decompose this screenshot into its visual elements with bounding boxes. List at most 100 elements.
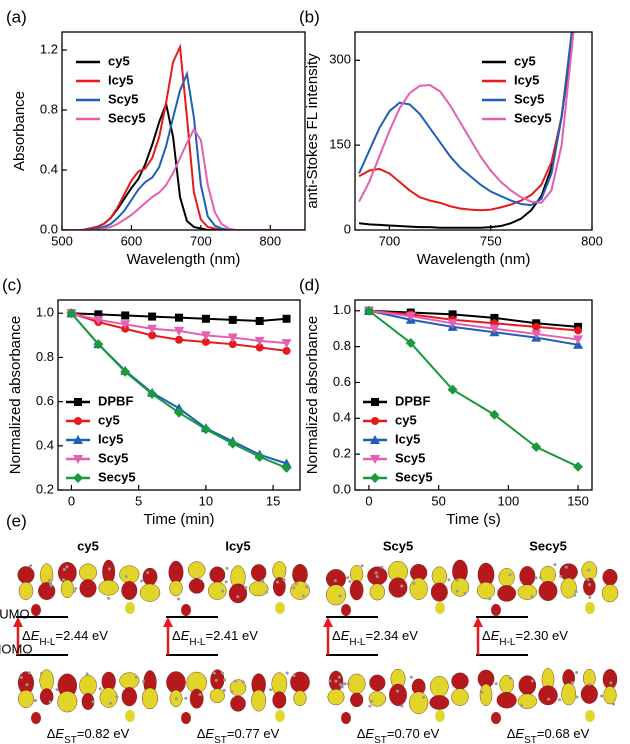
atom <box>328 679 331 682</box>
atom <box>571 681 574 684</box>
y-axis-label: Absorbance <box>11 91 28 171</box>
atom <box>553 563 556 566</box>
x-tick-label: 100 <box>498 493 520 508</box>
y-tick-label: 1.2 <box>40 41 58 56</box>
atom <box>86 672 89 675</box>
panel-label: (b) <box>299 7 320 26</box>
atom <box>62 578 65 581</box>
y-tick-label: 0.6 <box>36 393 54 408</box>
gap-arrowhead <box>163 617 173 627</box>
orbital-lobe <box>480 684 492 706</box>
legend-label: cy5 <box>98 412 120 427</box>
gap-hl-part: Δ <box>172 628 181 643</box>
orbital-lobe <box>410 578 428 600</box>
gap-hl-part: H-L <box>349 637 366 648</box>
orbital-lobe <box>169 561 183 583</box>
legend-label: Secy5 <box>108 110 146 125</box>
atom <box>48 579 51 582</box>
orbital-lobe <box>500 675 514 693</box>
atom <box>50 584 53 587</box>
atom <box>107 597 110 600</box>
gap-hl-part: =2.41 eV <box>205 628 258 643</box>
orbital-lobe <box>190 689 203 708</box>
atom <box>612 703 615 706</box>
gap-st-part: Δ <box>47 726 56 741</box>
orbital-lobe <box>350 693 363 707</box>
atom <box>587 569 590 572</box>
marker <box>574 326 582 334</box>
gap-st: ΔEST=0.68 eV <box>507 726 590 744</box>
atom <box>400 584 403 587</box>
atom <box>587 578 590 581</box>
orbital-lobe <box>602 584 618 602</box>
orbital-lobe <box>251 690 265 711</box>
atom <box>28 671 31 674</box>
atom <box>29 564 32 567</box>
atom <box>242 681 245 684</box>
marker <box>573 462 583 472</box>
y-tick-label: 150 <box>329 137 351 152</box>
y-tick-label: 1.0 <box>333 302 351 317</box>
atom <box>361 564 364 567</box>
orbital-lobe <box>328 689 345 705</box>
atom <box>396 690 399 693</box>
legend-label: Icy5 <box>395 431 420 446</box>
orbital-lobe <box>120 566 140 584</box>
orbital-lobe <box>100 688 117 708</box>
atom <box>213 671 216 674</box>
gap-hl: ΔEH-L=2.44 eV <box>22 628 108 648</box>
gap-st-part: Δ <box>357 726 366 741</box>
atom <box>588 683 591 686</box>
orbital-lobe <box>369 675 385 691</box>
atom <box>49 700 52 703</box>
legend-label: Secy5 <box>98 469 136 484</box>
x-tick-label: 150 <box>567 493 589 508</box>
orbital-lobe <box>18 690 34 708</box>
orbital-lobe <box>102 560 114 584</box>
y-tick-label: 1.0 <box>36 305 54 320</box>
atom <box>146 571 149 574</box>
orbital-lobe <box>539 581 557 601</box>
atom <box>609 681 612 684</box>
atom <box>347 682 350 685</box>
x-tick-label: 600 <box>121 233 143 248</box>
atom <box>531 595 534 598</box>
atom <box>346 576 349 579</box>
atom <box>234 680 237 683</box>
gap-arrowhead <box>473 617 483 627</box>
atom <box>341 685 344 688</box>
y-tick-label: 0.8 <box>40 101 58 116</box>
orbital-lobe <box>275 602 285 614</box>
gap-st-part: Δ <box>197 726 206 741</box>
legend-label: Secy5 <box>514 110 552 125</box>
series-line <box>62 104 305 230</box>
orbital-lobe <box>341 604 351 616</box>
orbital-lobe <box>18 566 34 583</box>
molecule-name: cy5 <box>77 538 99 553</box>
marker <box>175 336 183 344</box>
x-axis-label: Wavelength (nm) <box>417 251 531 268</box>
atom <box>547 698 550 701</box>
orbital-lobe <box>275 710 285 722</box>
orbital-lobe <box>80 579 96 597</box>
gap-hl: ΔEH-L=2.34 eV <box>332 628 418 648</box>
gap-hl: ΔEH-L=2.41 eV <box>172 628 258 648</box>
y-tick-label: 0.2 <box>333 446 351 461</box>
gap-st-part: E <box>365 726 374 741</box>
x-tick-label: 10 <box>199 493 213 508</box>
legend-label: Scy5 <box>514 91 544 106</box>
atom <box>588 583 591 586</box>
gap-hl-part: H-L <box>499 637 516 648</box>
atom <box>135 676 138 679</box>
gap-st: ΔEST=0.70 eV <box>357 726 440 744</box>
atom <box>539 576 542 579</box>
atom <box>66 565 69 568</box>
orbital-lobe <box>409 692 428 714</box>
gap-hl-part: H-L <box>189 637 206 648</box>
molecule-name: Secy5 <box>529 538 567 553</box>
atom <box>225 580 228 583</box>
gap-st: ΔEST=0.82 eV <box>47 726 130 744</box>
series-line <box>62 130 305 231</box>
atom <box>295 582 298 585</box>
atom <box>244 586 247 589</box>
